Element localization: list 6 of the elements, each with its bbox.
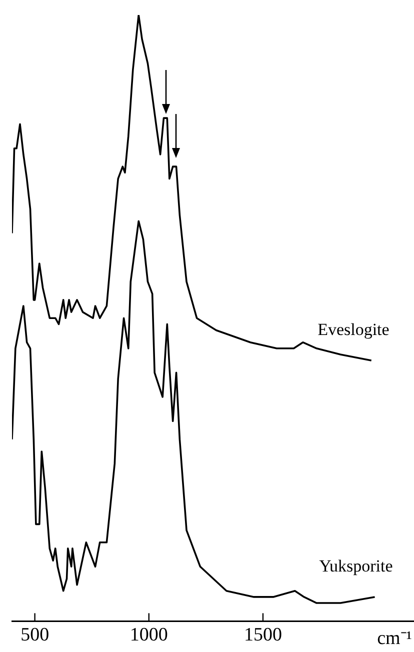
x-axis-title: cm⁻¹ [377, 628, 412, 650]
x-tick-label: 1500 [244, 624, 282, 646]
x-tick-label: 1000 [130, 624, 168, 646]
x-tick-label: 500 [20, 624, 50, 646]
series-label: Eveslogite [318, 320, 390, 340]
series-label: Yuksporite [319, 556, 393, 576]
